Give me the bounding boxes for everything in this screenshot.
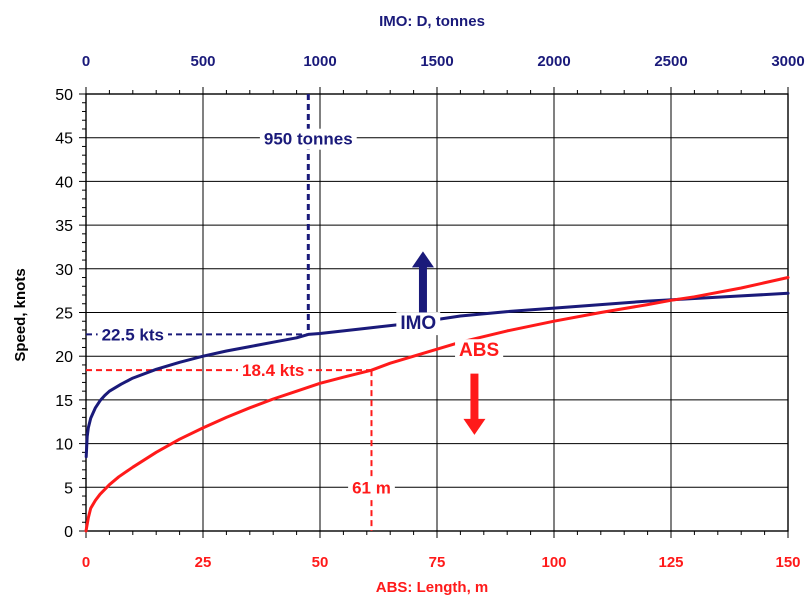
series: [84, 276, 790, 533]
abs-x-annotation-bg: [348, 477, 395, 499]
top-tick-label: 500: [190, 53, 215, 70]
series-line-imo: [84, 291, 790, 459]
series-label-imo-bg: [396, 312, 441, 336]
bottom-tick-label: 150: [775, 554, 800, 571]
imo-x-annotation-bg: [259, 128, 357, 150]
top-axis-title: IMO: D, tonnes: [379, 13, 485, 30]
imo-y-annotation-bg: [97, 324, 168, 346]
bottom-tick-label: 50: [312, 554, 329, 571]
series-label-abs: ABS: [459, 340, 499, 361]
y-tick-label: 45: [55, 131, 73, 148]
abs-down-arrow-icon: [463, 373, 486, 435]
bottom-tick-label: 75: [429, 554, 446, 571]
top-tick-label: 2000: [537, 53, 570, 70]
top-axis: 0 500 1000 1500 2000 2500 3000: [82, 53, 805, 94]
imo-x-annotation: 950 tonnes: [264, 130, 353, 149]
top-tick-label: 3000: [771, 53, 804, 70]
top-tick-label: 1000: [303, 53, 336, 70]
bottom-tick-label: 0: [82, 554, 90, 571]
series-label-abs-bg: [455, 339, 504, 363]
bottom-tick-label: 125: [658, 554, 683, 571]
y-tick-label: 20: [55, 349, 73, 366]
imo-up-arrow-icon: [411, 251, 434, 313]
y-axis: 0 5 10 15 20 25 30 35 40 45 50: [55, 87, 86, 541]
y-tick-label: 15: [55, 393, 73, 410]
y-tick-label: 40: [55, 174, 73, 191]
annotation-labels: 950 tonnes 22.5 kts 61 m 18.4 kts IMO ABS: [97, 128, 504, 499]
bottom-axis: 0 25 50 75 100 125 150: [82, 531, 801, 571]
bottom-axis-title: ABS: Length, m: [376, 579, 489, 596]
top-tick-label: 2500: [654, 53, 687, 70]
y-tick-label: 25: [55, 306, 73, 323]
y-tick-label: 5: [64, 480, 73, 497]
arrows: [411, 251, 486, 435]
y-tick-label: 0: [64, 524, 73, 541]
imo-y-annotation: 22.5 kts: [102, 325, 164, 344]
top-tick-label: 1500: [420, 53, 453, 70]
y-axis-title: Speed, knots: [12, 268, 29, 361]
top-tick-label: 0: [82, 53, 90, 70]
bottom-tick-label: 25: [195, 554, 212, 571]
series-label-imo: IMO: [400, 313, 436, 334]
bottom-tick-label: 100: [541, 554, 566, 571]
y-tick-label: 35: [55, 218, 73, 235]
abs-y-annotation-bg: [238, 360, 309, 382]
abs-y-annotation: 18.4 kts: [242, 361, 304, 380]
y-tick-label: 50: [55, 87, 73, 104]
y-tick-label: 30: [55, 262, 73, 279]
y-tick-label: 10: [55, 437, 73, 454]
series-line-abs: [84, 276, 790, 533]
abs-x-annotation: 61 m: [352, 478, 391, 497]
